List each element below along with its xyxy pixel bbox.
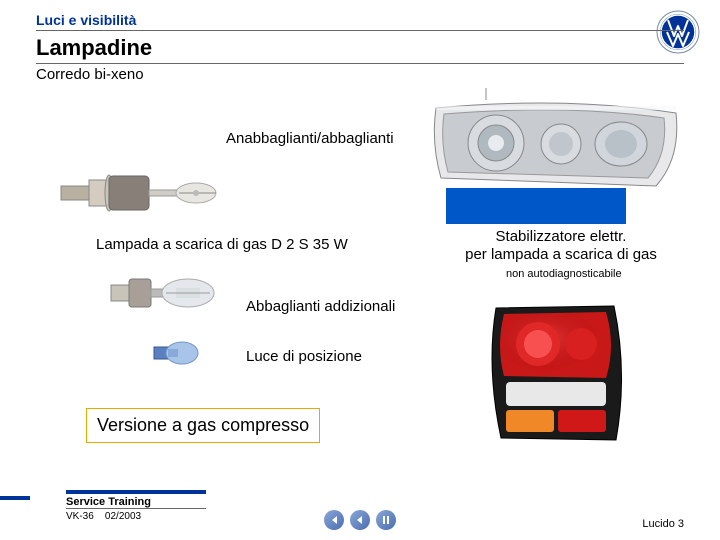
footer-meta: VK-36 02/2003 — [66, 511, 206, 522]
label-stabilizer: Stabilizzatore elettr. per lampada a sca… — [436, 228, 686, 264]
nav-first-button[interactable] — [324, 510, 344, 530]
nav-controls — [324, 510, 396, 530]
position-bulb-image — [146, 333, 206, 373]
left-rule — [0, 496, 30, 500]
footer-rule-thin — [66, 508, 206, 509]
footer-date: 02/2003 — [105, 511, 141, 522]
label-lampada: Lampada a scarica di gas D 2 S 35 W — [96, 236, 348, 253]
label-abbaglianti-add: Abbaglianti addizionali — [246, 298, 395, 315]
xenon-bulb-image — [56, 158, 236, 228]
note-autodiag: non autodiagnosticabile — [506, 268, 622, 280]
footer-code: VK-36 — [66, 511, 94, 522]
footer-rule-thick — [66, 490, 206, 494]
halogen-bulb-image — [106, 263, 226, 323]
stabilizer-box — [446, 188, 626, 224]
content: Anabbaglianti/abbaglianti Lampada a scar… — [36, 88, 684, 480]
subtitle: Corredo bi-xeno — [36, 66, 684, 83]
footer-training: Service Training — [66, 496, 206, 508]
label-anabbaglianti: Anabbaglianti/abbaglianti — [226, 130, 394, 147]
stab-line2: per lampada a scarica di gas — [465, 246, 657, 263]
version-box: Versione a gas compresso — [86, 408, 320, 443]
page-title: Lampadine — [36, 35, 684, 64]
nav-pause-button[interactable] — [376, 510, 396, 530]
nav-prev-button[interactable] — [350, 510, 370, 530]
taillight-image — [476, 298, 636, 448]
slide-number: Lucido 3 — [642, 518, 684, 530]
section-title: Luci e visibilità — [36, 12, 684, 31]
stab-line1: Stabilizzatore elettr. — [496, 228, 627, 245]
label-luce-posizione: Luce di posizione — [246, 348, 362, 365]
footer: Service Training VK-36 02/2003 Lucido 3 — [36, 490, 684, 530]
